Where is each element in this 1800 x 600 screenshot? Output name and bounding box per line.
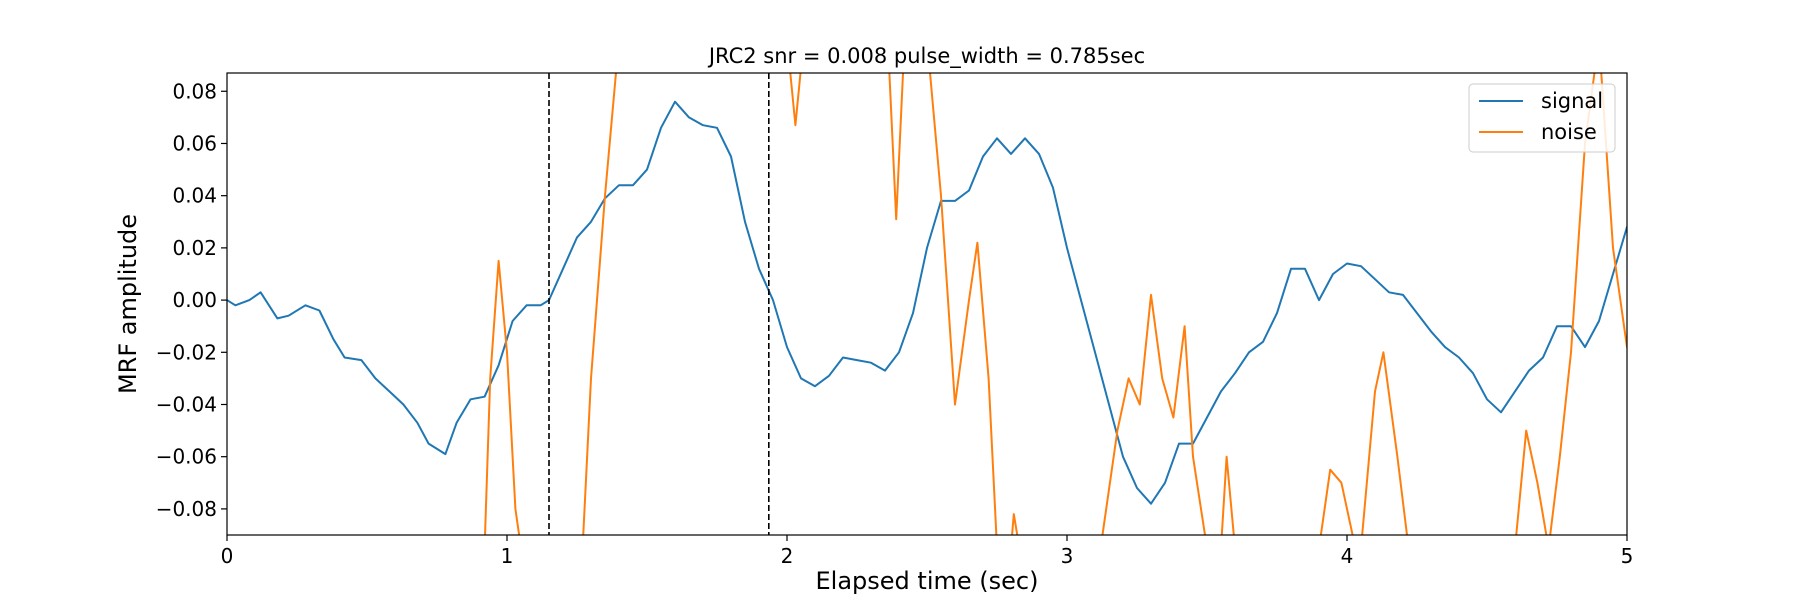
x-tick-label: 5 — [1621, 544, 1634, 568]
series-layer — [227, 73, 1627, 535]
legend-label-signal: signal — [1541, 89, 1603, 113]
x-tick-label: 4 — [1341, 544, 1354, 568]
series-line-noise — [484, 73, 1627, 535]
x-tick-label: 2 — [781, 544, 794, 568]
y-tick-label: −0.04 — [156, 392, 217, 416]
y-axis-ticks: −0.08 −0.06 −0.04 −0.02 0.00 0.02 0.04 0.06 0.08 — [156, 79, 227, 521]
y-tick-label: 0.08 — [172, 79, 217, 103]
y-tick-label: −0.08 — [156, 497, 217, 521]
x-tick-label: 3 — [1061, 544, 1074, 568]
legend-label-noise: noise — [1541, 120, 1597, 144]
x-tick-label: 0 — [221, 544, 234, 568]
y-axis-label: MRF amplitude — [114, 214, 142, 394]
y-tick-label: 0.04 — [172, 184, 217, 208]
y-tick-label: −0.02 — [156, 340, 217, 364]
series-line-signal — [227, 100, 1627, 505]
y-tick-label: 0.02 — [172, 236, 217, 260]
y-tick-label: 0.06 — [172, 131, 217, 155]
y-tick-label: 0.00 — [172, 288, 217, 312]
reference-lines — [548, 73, 770, 535]
chart-title: JRC2 snr = 0.008 pulse_width = 0.785sec — [707, 44, 1145, 69]
y-tick-label: −0.06 — [156, 445, 217, 469]
x-axis-label: Elapsed time (sec) — [816, 567, 1039, 595]
x-axis-ticks: 0 1 2 3 4 5 — [221, 535, 1634, 568]
plot-frame — [226, 72, 1628, 536]
legend: signal noise — [1468, 83, 1616, 153]
x-tick-label: 1 — [501, 544, 514, 568]
